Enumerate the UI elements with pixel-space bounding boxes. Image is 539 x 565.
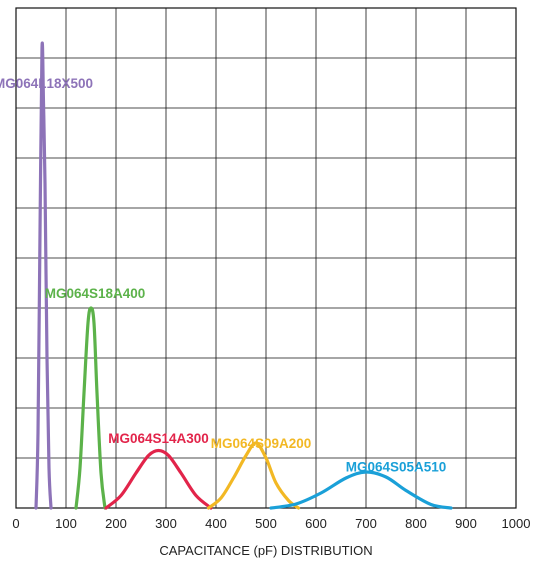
x-tick-label: 1000 <box>502 516 531 531</box>
series-curve-mg064s05a510 <box>269 470 453 510</box>
x-tick-label: 100 <box>55 516 77 531</box>
x-tick-label: 400 <box>205 516 227 531</box>
x-tick-label: 700 <box>355 516 377 531</box>
x-tick-label: 500 <box>255 516 277 531</box>
x-tick-label: 900 <box>455 516 477 531</box>
x-axis-title: CAPACITANCE (pF) DISTRIBUTION <box>159 543 372 558</box>
series-label-mg064s09a200: MG064S09A200 <box>211 436 312 451</box>
x-tick-label: 800 <box>405 516 427 531</box>
series-label-mg064s14a300: MG064S14A300 <box>108 431 209 446</box>
series-curves <box>34 41 453 510</box>
series-label-mg064s05a510: MG064S05A510 <box>346 460 447 475</box>
x-tick-label: 0 <box>12 516 19 531</box>
plot-frame <box>15 7 517 509</box>
x-tick-label: 200 <box>105 516 127 531</box>
series-label-mg064l18x500: MG064L18X500 <box>0 76 93 91</box>
series-curve-mg064s18a400 <box>74 306 107 510</box>
series-curve-mg064s09a200 <box>206 441 301 510</box>
series-curve-mg064l18x500 <box>34 41 53 510</box>
x-tick-label: 600 <box>305 516 327 531</box>
grid <box>15 7 517 509</box>
x-tick-label: 300 <box>155 516 177 531</box>
x-axis-ticks: 0 100 200 300 400 500 600 700 800 900 1000 <box>12 516 530 531</box>
series-label-mg064s18a400: MG064S18A400 <box>45 286 146 301</box>
series-curve-mg064s14a300 <box>104 448 213 510</box>
